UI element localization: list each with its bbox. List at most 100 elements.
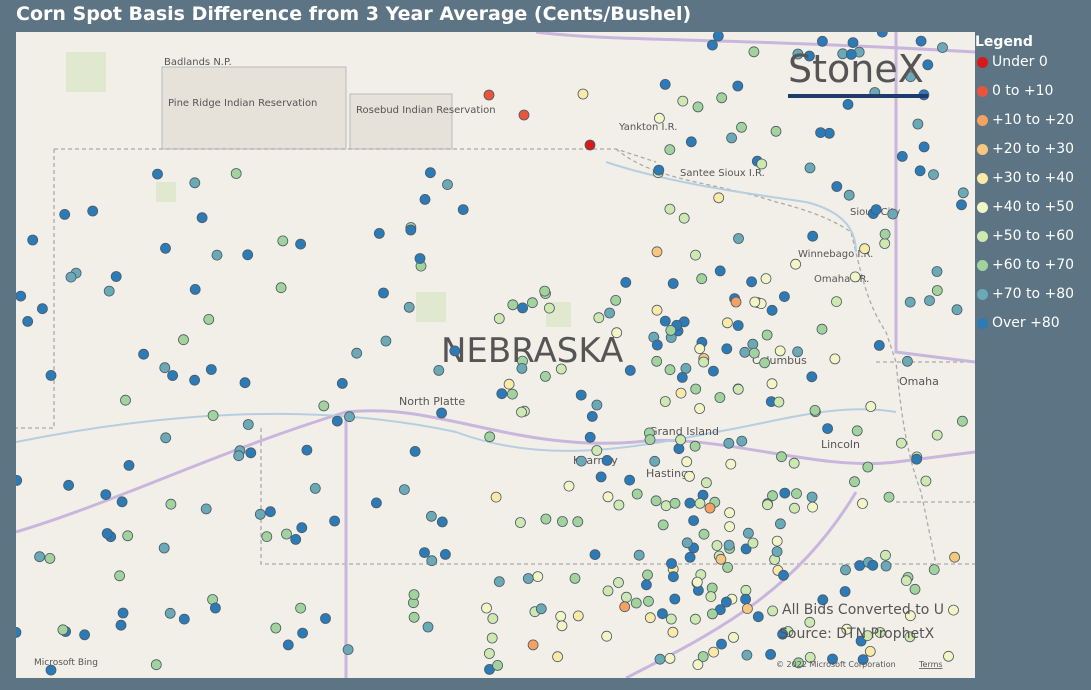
bid-dot[interactable] bbox=[403, 301, 415, 313]
bid-dot[interactable] bbox=[685, 136, 697, 148]
bid-dot[interactable] bbox=[831, 181, 843, 192]
bid-dot[interactable] bbox=[449, 345, 461, 357]
bid-dot[interactable] bbox=[667, 278, 679, 289]
bid-dot[interactable] bbox=[178, 334, 189, 346]
bid-dot[interactable] bbox=[644, 434, 656, 446]
bid-dot[interactable] bbox=[714, 265, 726, 277]
bid-dot[interactable] bbox=[408, 611, 420, 623]
bid-dot[interactable] bbox=[506, 388, 518, 400]
bid-dot[interactable] bbox=[619, 601, 631, 613]
bid-dot[interactable] bbox=[665, 324, 677, 336]
bid-dot[interactable] bbox=[762, 499, 773, 511]
bid-dot[interactable] bbox=[633, 549, 645, 561]
bid-dot[interactable] bbox=[295, 238, 307, 250]
bid-dot[interactable] bbox=[572, 516, 584, 528]
bid-dot[interactable] bbox=[643, 595, 654, 607]
bid-dot[interactable] bbox=[624, 364, 636, 376]
bid-dot[interactable] bbox=[807, 230, 819, 242]
bid-dot[interactable] bbox=[200, 503, 212, 515]
bid-dot[interactable] bbox=[867, 559, 879, 571]
bid-dot[interactable] bbox=[698, 356, 709, 368]
bid-dot[interactable] bbox=[22, 315, 34, 327]
bid-dot[interactable] bbox=[931, 266, 943, 277]
bid-dot[interactable] bbox=[630, 597, 642, 609]
bid-dot[interactable] bbox=[664, 653, 676, 664]
bid-dot[interactable] bbox=[487, 613, 499, 624]
bid-dot[interactable] bbox=[681, 537, 693, 549]
bid-dot[interactable] bbox=[669, 497, 681, 509]
bid-dot[interactable] bbox=[909, 583, 921, 595]
bid-dot[interactable] bbox=[555, 611, 567, 622]
bid-dot[interactable] bbox=[611, 327, 623, 339]
bid-dot[interactable] bbox=[123, 459, 135, 471]
bid-dot[interactable] bbox=[712, 32, 724, 42]
bid-dot[interactable] bbox=[915, 35, 927, 47]
bid-dot[interactable] bbox=[620, 276, 632, 288]
bid-dot[interactable] bbox=[876, 32, 888, 38]
bid-dot[interactable] bbox=[949, 551, 960, 563]
bid-dot[interactable] bbox=[233, 450, 245, 462]
bid-dot[interactable] bbox=[721, 343, 733, 355]
bid-dot[interactable] bbox=[736, 121, 747, 133]
bid-dot[interactable] bbox=[613, 499, 625, 511]
bid-dot[interactable] bbox=[651, 246, 663, 258]
bid-dot[interactable] bbox=[644, 612, 656, 624]
bid-dot[interactable] bbox=[859, 243, 870, 255]
bid-dot[interactable] bbox=[439, 549, 451, 560]
bid-dot[interactable] bbox=[150, 659, 162, 671]
bid-dot[interactable] bbox=[16, 290, 27, 302]
bid-dot[interactable] bbox=[164, 607, 176, 619]
bid-dot[interactable] bbox=[723, 437, 735, 449]
bid-dot[interactable] bbox=[650, 495, 662, 507]
bid-dot[interactable] bbox=[767, 490, 778, 502]
bid-dot[interactable] bbox=[120, 394, 131, 406]
bid-dot[interactable] bbox=[678, 212, 690, 224]
bid-dot[interactable] bbox=[788, 457, 800, 469]
bid-dot[interactable] bbox=[380, 335, 392, 347]
bid-dot[interactable] bbox=[774, 345, 786, 357]
bid-dot[interactable] bbox=[928, 564, 940, 575]
bid-dot[interactable] bbox=[807, 501, 818, 513]
bid-dot[interactable] bbox=[914, 165, 926, 177]
bid-dot[interactable] bbox=[694, 343, 706, 355]
bid-dot[interactable] bbox=[792, 346, 803, 358]
bid-dot[interactable] bbox=[282, 639, 294, 651]
bid-dot[interactable] bbox=[79, 629, 90, 641]
bid-dot[interactable] bbox=[900, 575, 912, 586]
bid-dot[interactable] bbox=[577, 88, 589, 100]
bid-dot[interactable] bbox=[849, 271, 861, 283]
bid-dot[interactable] bbox=[522, 573, 534, 584]
bid-dot[interactable] bbox=[425, 510, 437, 522]
bid-dot[interactable] bbox=[684, 497, 696, 509]
bid-dot[interactable] bbox=[270, 622, 282, 634]
bid-dot[interactable] bbox=[493, 576, 505, 587]
bid-dot[interactable] bbox=[110, 271, 122, 282]
legend-item[interactable]: +50 to +60 bbox=[975, 228, 1074, 257]
bid-dot[interactable] bbox=[342, 644, 354, 655]
bid-dot[interactable] bbox=[677, 95, 689, 107]
bid-dot[interactable] bbox=[918, 141, 930, 153]
bid-dot[interactable] bbox=[203, 313, 215, 325]
bid-dot[interactable] bbox=[27, 234, 39, 246]
bid-dot[interactable] bbox=[196, 212, 208, 224]
bid-dot[interactable] bbox=[778, 569, 789, 581]
bid-dot[interactable] bbox=[100, 489, 112, 501]
bid-dot[interactable] bbox=[490, 491, 502, 503]
bid-dot[interactable] bbox=[591, 399, 603, 411]
bid-dot[interactable] bbox=[771, 535, 783, 547]
bid-dot[interactable] bbox=[870, 204, 882, 216]
bid-dot[interactable] bbox=[159, 362, 171, 374]
bid-dot[interactable] bbox=[503, 378, 515, 390]
bid-dot[interactable] bbox=[690, 249, 701, 261]
bid-dot[interactable] bbox=[817, 594, 829, 606]
bid-dot[interactable] bbox=[36, 303, 48, 315]
bid-dot[interactable] bbox=[707, 39, 718, 51]
bid-dot[interactable] bbox=[862, 630, 873, 641]
bid-dot[interactable] bbox=[516, 406, 527, 418]
bid-dot[interactable] bbox=[664, 144, 676, 155]
bid-dot[interactable] bbox=[688, 515, 699, 527]
bid-dot[interactable] bbox=[239, 377, 251, 389]
bid-dot[interactable] bbox=[653, 164, 665, 176]
bid-dot[interactable] bbox=[621, 591, 632, 603]
bid-dot[interactable] bbox=[722, 317, 733, 329]
